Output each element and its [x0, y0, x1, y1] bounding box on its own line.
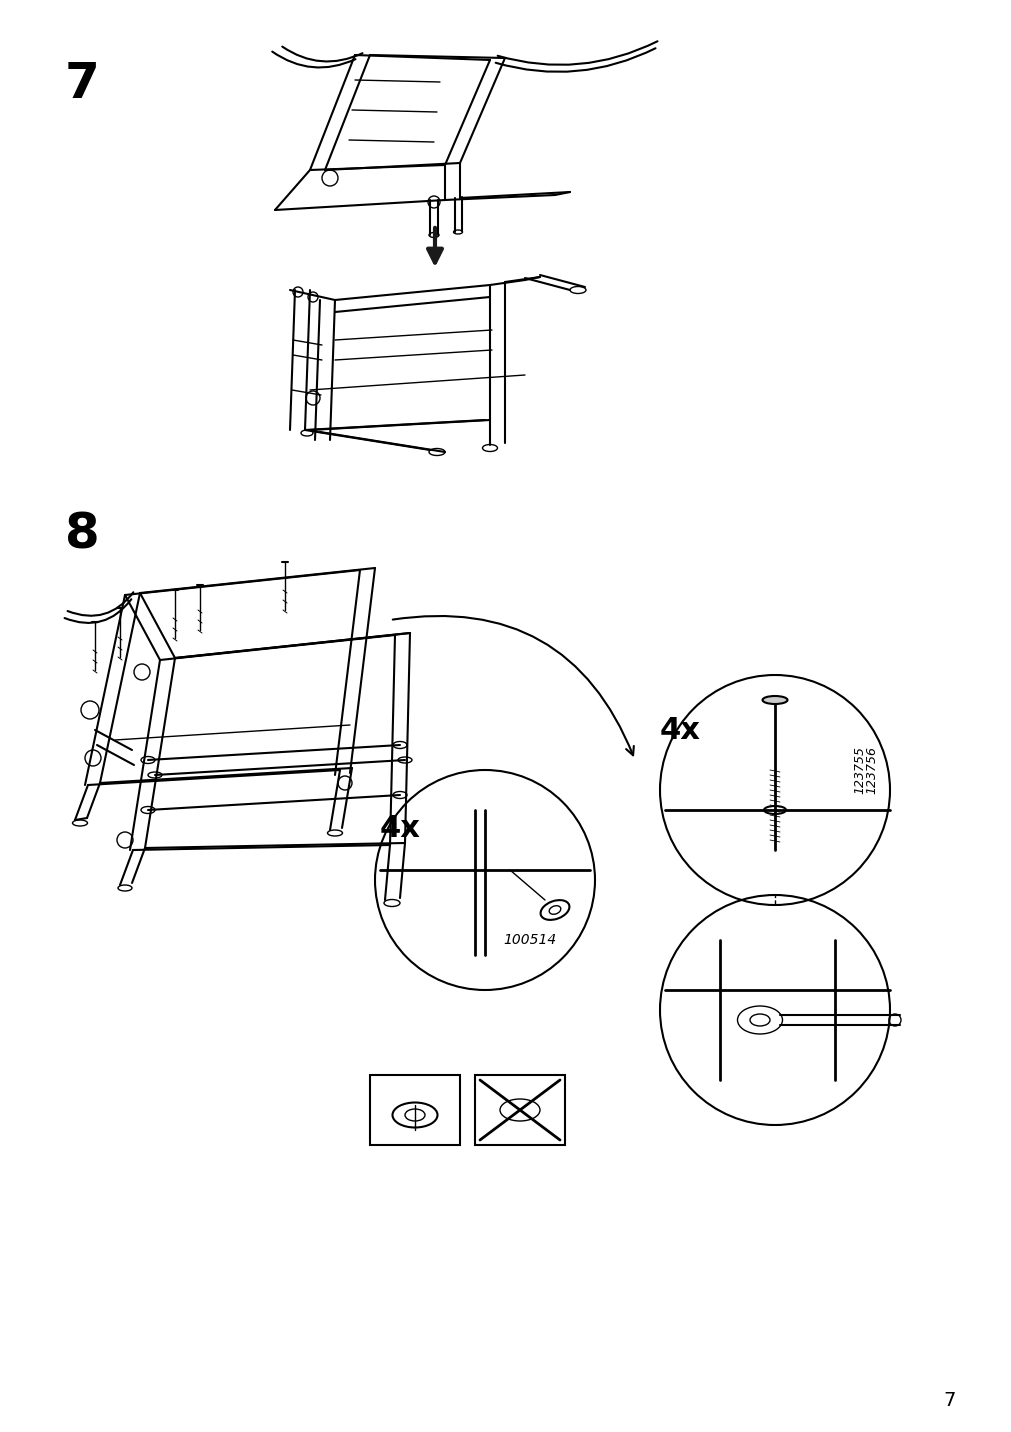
- Text: 7: 7: [65, 60, 100, 107]
- Text: 8: 8: [65, 510, 100, 558]
- Text: 7: 7: [943, 1390, 955, 1409]
- Bar: [474, 1075, 564, 1146]
- Ellipse shape: [761, 696, 787, 705]
- Text: 4x: 4x: [379, 813, 420, 842]
- Text: 123756: 123756: [864, 746, 878, 793]
- Text: 100514: 100514: [502, 934, 556, 947]
- Bar: [370, 1075, 460, 1146]
- Text: 4x: 4x: [659, 716, 700, 745]
- Text: 123755: 123755: [852, 746, 865, 793]
